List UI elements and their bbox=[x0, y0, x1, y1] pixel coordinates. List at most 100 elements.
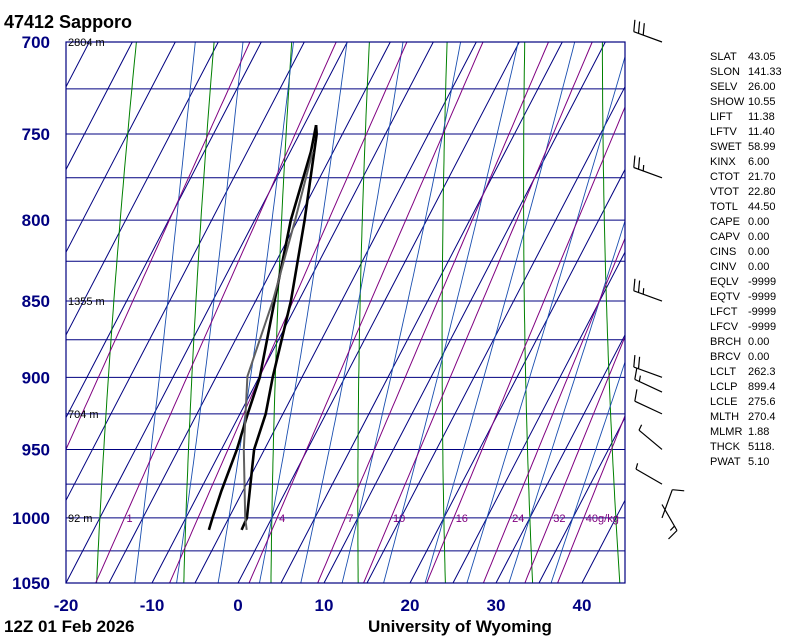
index-row-thck: THCK 5118. bbox=[710, 440, 782, 455]
wind-barb-staff bbox=[633, 290, 663, 302]
wind-barb bbox=[633, 155, 663, 179]
index-key: VTOT bbox=[710, 186, 740, 198]
index-key: LCLT bbox=[710, 366, 737, 378]
moist-adiabat-line bbox=[134, 42, 196, 583]
index-key: MLTH bbox=[710, 411, 740, 423]
mixing-ratio-line bbox=[95, 42, 337, 583]
index-value: 0.00 bbox=[748, 231, 770, 243]
isotherm-line bbox=[237, 42, 520, 583]
attribution: University of Wyoming bbox=[368, 617, 552, 636]
y-tick-label: 800 bbox=[22, 211, 50, 230]
x-tick-label: 10 bbox=[315, 596, 334, 615]
index-value: -9999 bbox=[748, 321, 777, 333]
index-value: 58.99 bbox=[748, 141, 776, 153]
isotherm-line bbox=[280, 42, 563, 583]
index-key: EQTV bbox=[710, 291, 740, 303]
index-value: 270.4 bbox=[748, 411, 776, 423]
index-value: 899.4 bbox=[748, 381, 776, 393]
index-key: SLON bbox=[710, 66, 740, 78]
wind-barb-feather bbox=[672, 489, 685, 492]
index-row-lfcv: LFCV -9999 bbox=[710, 320, 782, 335]
moist-adiabat-line bbox=[466, 55, 625, 583]
index-value: 11.38 bbox=[748, 111, 775, 123]
moist-adiabat-line bbox=[176, 42, 244, 583]
wind-barb-staff bbox=[635, 468, 663, 485]
index-value: 22.80 bbox=[748, 186, 776, 198]
axis-tick-labels: 700 750 800 850 900 950 1000 1050-20 -10 0 10 20 30 4… bbox=[12, 33, 591, 615]
wind-barbs bbox=[633, 19, 685, 540]
index-value: 6.00 bbox=[748, 156, 770, 168]
wind-barb bbox=[633, 355, 663, 378]
x-tick-label: 0 bbox=[233, 596, 242, 615]
wind-barb bbox=[633, 278, 663, 302]
index-row-slon: SLON 141.33 bbox=[710, 65, 782, 80]
wind-barb bbox=[661, 489, 685, 519]
mixing-ratio-line bbox=[426, 105, 625, 583]
mixing-ratio-line bbox=[169, 42, 408, 583]
x-tick-label: 40 bbox=[573, 596, 592, 615]
wind-barb-half-feather bbox=[635, 463, 639, 470]
index-key: PWAT bbox=[710, 456, 741, 468]
wind-barb-feather bbox=[633, 355, 636, 368]
wind-barb bbox=[634, 389, 663, 415]
isotherm-line bbox=[108, 42, 391, 583]
y-tick-label: 850 bbox=[22, 292, 50, 311]
index-value: 43.05 bbox=[748, 51, 776, 63]
index-key: KINX bbox=[710, 156, 736, 168]
wind-barb-feather bbox=[637, 280, 641, 293]
index-row-lclp: LCLP 899.4 bbox=[710, 380, 782, 395]
index-key: CTOT bbox=[710, 171, 740, 183]
mixing-ratio-label: 4 bbox=[279, 513, 285, 525]
isotherm-line bbox=[66, 42, 219, 336]
wind-barb-feather bbox=[633, 278, 636, 291]
temperature-profile bbox=[240, 125, 319, 531]
y-tick-label: 950 bbox=[22, 441, 50, 460]
mixing-ratio-label: 7 bbox=[347, 513, 353, 525]
index-value: 11.40 bbox=[748, 126, 775, 138]
height-labels: 2804 m 1355 m 704 m 92 m bbox=[68, 37, 105, 525]
wind-barb-feather bbox=[637, 356, 641, 369]
index-value: 44.50 bbox=[748, 201, 776, 213]
x-tick-label: -10 bbox=[140, 596, 165, 615]
isotherm-line bbox=[66, 42, 348, 583]
index-row-lftv: LFTV 11.40 bbox=[710, 125, 782, 140]
moist-adiabat-line bbox=[508, 219, 625, 583]
index-row-lcle: LCLE 275.6 bbox=[710, 395, 782, 410]
index-value: 5.10 bbox=[748, 456, 770, 468]
x-tick-label: -20 bbox=[54, 596, 79, 615]
mixing-ratio-line bbox=[317, 42, 549, 583]
wind-barb-half-feather bbox=[642, 288, 645, 295]
isotherm-line bbox=[495, 333, 625, 583]
mixing-ratio-label: 16 bbox=[456, 513, 468, 525]
index-row-cinv: CINV 0.00 bbox=[710, 260, 782, 275]
isotherm-line bbox=[151, 42, 434, 583]
index-row-vtot: VTOT 22.80 bbox=[710, 185, 782, 200]
index-row-ctot: CTOT 21.70 bbox=[710, 170, 782, 185]
station-title: 47412 Sapporo bbox=[4, 12, 133, 32]
wind-barb-half-feather bbox=[669, 525, 675, 531]
index-row-lclt: LCLT 262.3 bbox=[710, 365, 782, 380]
wind-barb bbox=[634, 367, 663, 393]
wind-barb bbox=[635, 463, 663, 485]
isotherm-line bbox=[66, 42, 262, 419]
dry-adiabat-line bbox=[357, 42, 370, 583]
index-value: 5118. bbox=[748, 441, 775, 453]
height-label: 2804 m bbox=[68, 37, 105, 49]
wind-barb-staff bbox=[661, 489, 673, 519]
index-value: 21.70 bbox=[748, 171, 776, 183]
index-value: 0.00 bbox=[748, 351, 770, 363]
mixing-ratio-label: 10 bbox=[393, 513, 405, 525]
mixing-ratio-label: 32 bbox=[553, 513, 565, 525]
index-value: 0.00 bbox=[748, 261, 770, 273]
wind-barb-feather bbox=[642, 23, 645, 36]
wind-barb-feather bbox=[637, 21, 641, 34]
index-value: 141.33 bbox=[748, 66, 782, 78]
index-row-brch: BRCH 0.00 bbox=[710, 335, 782, 350]
wind-barb-half-feather bbox=[642, 164, 645, 172]
height-label: 704 m bbox=[68, 409, 99, 421]
index-value: 0.00 bbox=[748, 216, 770, 228]
isotherm-line bbox=[194, 42, 477, 583]
index-value: 26.00 bbox=[748, 81, 776, 93]
index-row-cins: CINS 0.00 bbox=[710, 245, 782, 260]
